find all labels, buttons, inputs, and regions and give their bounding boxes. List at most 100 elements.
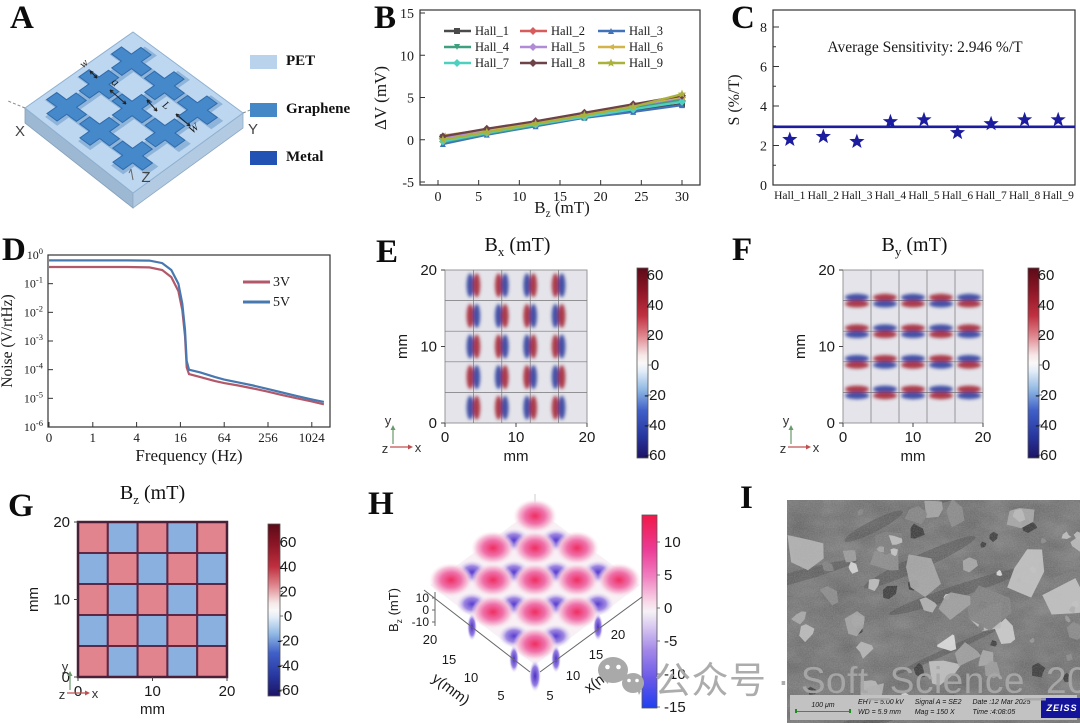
svg-text:0: 0 <box>62 669 70 686</box>
svg-text:Y: Y <box>248 121 258 138</box>
svg-text:60: 60 <box>280 534 297 551</box>
svg-text:0: 0 <box>760 179 767 194</box>
svg-text:Hall_2: Hall_2 <box>551 24 585 38</box>
d-curve-5V <box>49 259 325 403</box>
svg-text:10: 10 <box>416 591 430 605</box>
svg-text:mm: mm <box>394 334 411 359</box>
svg-text:1: 1 <box>90 430 97 445</box>
surface-bumps <box>429 499 641 661</box>
svg-text:z: z <box>382 441 389 456</box>
svg-text:x: x <box>415 440 422 455</box>
sem-col-date: Date :12 Mar 2025 Time :4:08:05 <box>972 698 1030 717</box>
svg-text:Bz (mT): Bz (mT) <box>386 588 404 632</box>
svg-text:Noise (V/rtHz): Noise (V/rtHz) <box>0 294 16 387</box>
bz-title-sub: z <box>133 492 140 507</box>
svg-text:Bz (mT): Bz (mT) <box>534 198 590 220</box>
svg-text:-40: -40 <box>1035 417 1057 434</box>
svg-text:20: 20 <box>818 262 835 279</box>
svg-text:Hall_2: Hall_2 <box>808 190 840 202</box>
svg-text:Average Sensitivity: 2.946 %/T: Average Sensitivity: 2.946 %/T <box>827 39 1023 56</box>
svg-text:0: 0 <box>284 608 292 625</box>
svg-text:z: z <box>59 687 66 702</box>
b-legend: Hall_1 Hall_2 Hall_3 Hall_4 Hall_5 Hall_6 Hall… <box>444 24 663 70</box>
svg-text:2: 2 <box>760 140 767 155</box>
svg-text:x: x <box>813 440 820 455</box>
svg-text:-60: -60 <box>644 447 666 464</box>
sem-time: Time :4:08:05 <box>972 708 1016 716</box>
svg-text:10-5: 10-5 <box>24 389 43 405</box>
svg-text:-15: -15 <box>664 699 686 716</box>
by-title-base: B <box>881 234 895 256</box>
svg-text:10: 10 <box>400 49 414 64</box>
svg-text:0: 0 <box>46 430 53 445</box>
svg-text:0: 0 <box>441 429 449 446</box>
schematic-legend: PET Graphene Metal <box>250 53 350 197</box>
panel-g: 20 10 0 0 10 20 mm mm y x z 60 40 20 0 -20 -40 -60 Bz (mT… <box>0 480 340 723</box>
svg-text:10: 10 <box>53 592 70 609</box>
bx-title-base: B <box>484 234 498 256</box>
b-series-Hall_9 <box>438 89 687 144</box>
legend-item-pet: PET <box>250 53 350 70</box>
legend-item-graphene: Graphene <box>250 101 350 118</box>
sem-image: 100 μm EHT = 5.00 kV WD = 5.9 mm Signal … <box>787 500 1080 723</box>
colorbar <box>641 514 658 709</box>
svg-text:10: 10 <box>420 339 437 356</box>
svg-text:Hall_3: Hall_3 <box>841 190 873 202</box>
svg-text:-5: -5 <box>402 176 414 191</box>
svg-text:4: 4 <box>133 430 140 445</box>
svg-text:40: 40 <box>647 297 664 314</box>
svg-text:5: 5 <box>546 688 553 703</box>
svg-text:16: 16 <box>174 430 188 445</box>
svg-text:-40: -40 <box>277 657 299 674</box>
bx-title-unit: (mT) <box>504 234 551 256</box>
pet-swatch <box>250 54 277 69</box>
sem-signal: Signal A = SE2 <box>914 699 962 707</box>
svg-text:X: X <box>15 123 25 140</box>
svg-text:Hall_4: Hall_4 <box>875 190 907 202</box>
svg-text:Hall_5: Hall_5 <box>551 40 585 54</box>
svg-text:5V: 5V <box>273 295 290 310</box>
svg-text:15: 15 <box>589 647 603 662</box>
b-series <box>438 89 687 147</box>
svg-text:mm: mm <box>901 448 926 465</box>
svg-text:y: y <box>62 659 69 674</box>
svg-text:5: 5 <box>407 92 414 107</box>
svg-text:Hall_1: Hall_1 <box>475 24 509 38</box>
bx-title-sub: x <box>497 244 505 259</box>
svg-text:20: 20 <box>280 583 297 600</box>
panel-b: 0 5 10 15 20 25 30 -5 0 5 10 15 Bz (mT) ΔV (mV) Hall_1… <box>370 0 725 230</box>
axis-triad: y x z <box>780 413 820 456</box>
panel-label-b: B <box>374 0 397 36</box>
panel-label-g: G <box>8 488 34 524</box>
svg-text:0: 0 <box>651 357 659 374</box>
sem-wd: WD = 5.9 mm <box>858 708 901 716</box>
svg-text:8: 8 <box>760 21 767 36</box>
panel-f: 20 10 0 0 10 20 mm mm y x z 60 40 20 0 -20 -40 -60 By (mT… <box>720 230 1080 480</box>
field-blobs <box>845 293 981 400</box>
svg-text:20: 20 <box>594 190 608 205</box>
svg-text:-10: -10 <box>412 615 430 629</box>
svg-text:Frequency (Hz): Frequency (Hz) <box>135 446 242 465</box>
svg-text:256: 256 <box>258 430 278 445</box>
metal-swatch <box>250 150 277 165</box>
svg-text:-60: -60 <box>277 682 299 699</box>
svg-text:mm: mm <box>25 587 42 612</box>
bz-title-unit: (mT) <box>139 482 186 504</box>
svg-text:10: 10 <box>664 534 681 551</box>
svg-text:Hall_9: Hall_9 <box>629 56 663 70</box>
svg-text:y: y <box>385 413 392 428</box>
legend-item-metal: Metal <box>250 149 350 166</box>
panel-label-a: A <box>10 0 34 36</box>
by-title-unit: (mT) <box>901 234 948 256</box>
svg-text:Hall_4: Hall_4 <box>475 40 510 54</box>
c-points <box>782 111 1066 148</box>
svg-text:60: 60 <box>1038 267 1055 284</box>
svg-text:ΔV (mV): ΔV (mV) <box>371 66 390 130</box>
svg-text:Hall_7: Hall_7 <box>975 190 1007 202</box>
svg-text:5: 5 <box>664 567 672 584</box>
